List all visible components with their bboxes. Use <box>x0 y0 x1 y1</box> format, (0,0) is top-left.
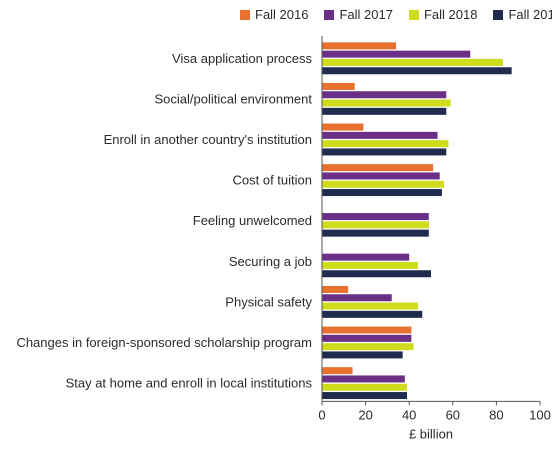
legend-item-fall-2017: Fall 2017 <box>324 7 393 22</box>
bar <box>322 326 412 334</box>
bar <box>322 367 353 375</box>
x-tick-label: 100 <box>529 407 551 422</box>
bar <box>322 221 429 229</box>
bar <box>322 270 431 278</box>
x-tick-label: 80 <box>489 407 503 422</box>
bar <box>322 261 418 269</box>
legend-item-fall-2016: Fall 2016 <box>240 7 308 22</box>
legend-label: Fall 2017 <box>339 7 393 22</box>
bar <box>322 123 364 131</box>
bar <box>322 392 408 400</box>
x-tick-label: 0 <box>318 407 325 422</box>
bar <box>322 229 429 237</box>
bar <box>322 213 429 221</box>
bar <box>322 343 414 351</box>
category-label: Visa application process <box>172 51 312 66</box>
bar <box>322 58 503 66</box>
bar <box>322 375 405 383</box>
category-label: Social/political environment <box>154 91 312 106</box>
legend-swatch <box>240 9 250 20</box>
bar <box>322 383 408 391</box>
legend-swatch <box>408 9 419 20</box>
bar <box>322 50 471 58</box>
category-label: Cost of tuition <box>233 173 313 188</box>
bar <box>322 140 449 148</box>
bar <box>322 91 447 99</box>
bar <box>322 180 445 188</box>
bar <box>322 172 440 180</box>
legend-item-fall-2018: Fall 2018 <box>408 7 478 22</box>
bar <box>322 107 447 115</box>
bar <box>322 148 447 156</box>
bar <box>322 99 451 107</box>
legend-label: Fall 2016 <box>255 7 309 22</box>
category-label: Physical safety <box>225 294 312 309</box>
bar <box>322 302 418 310</box>
bar <box>322 164 434 172</box>
bar <box>322 67 512 75</box>
bar <box>322 131 438 139</box>
legend-swatch <box>324 9 335 20</box>
bar <box>322 285 349 293</box>
bar <box>322 294 392 302</box>
bar <box>322 310 423 318</box>
bar <box>322 189 442 197</box>
legend-label: Fall 2018 <box>423 7 478 22</box>
x-tick-label: 60 <box>446 407 460 422</box>
category-label: Changes in foreign-sponsored scholarship… <box>16 335 312 350</box>
category-label: Securing a job <box>229 254 312 269</box>
legend-swatch <box>493 9 504 20</box>
legend-label: Fall 2019 <box>508 7 552 22</box>
bar <box>322 253 410 261</box>
x-tick-label: 40 <box>402 407 416 422</box>
category-label: Stay at home and enroll in local institu… <box>66 376 313 391</box>
bar <box>322 82 355 90</box>
bar <box>322 42 397 50</box>
category-label: Enroll in another country's institution <box>104 132 312 147</box>
legend-item-fall-2019: Fall 2019 <box>493 7 552 22</box>
legend: Fall 2016 Fall 2017 Fall 2018 Fall 2019 <box>240 7 552 22</box>
x-axis-label: £ billion <box>409 426 453 441</box>
x-tick-label: 20 <box>358 407 372 422</box>
bar <box>322 334 412 342</box>
category-label: Feeling unwelcomed <box>193 213 312 228</box>
bar <box>322 351 403 359</box>
